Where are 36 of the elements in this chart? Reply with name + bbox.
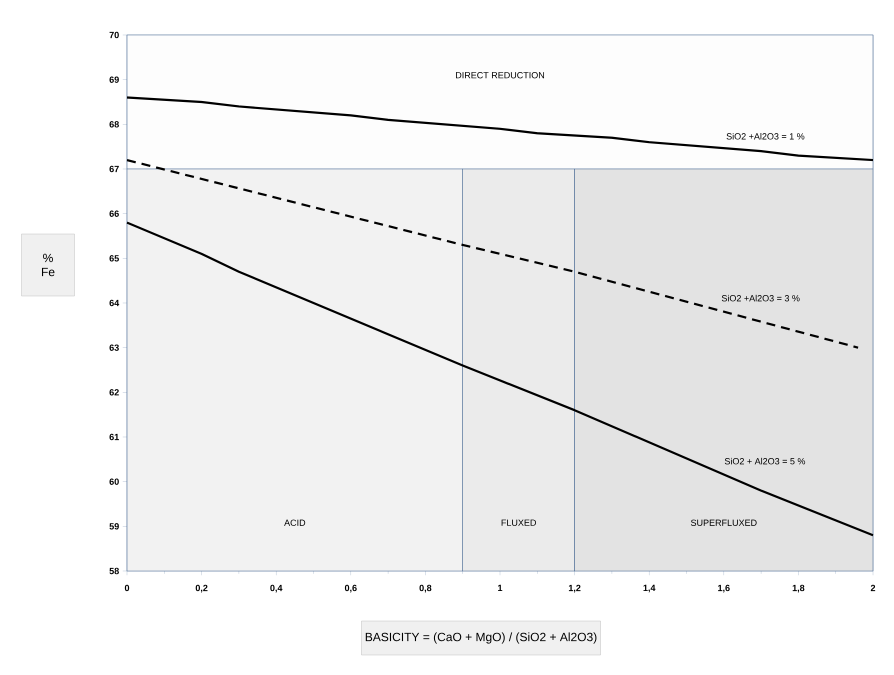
y-tick-label: 70 bbox=[110, 32, 119, 38]
x-tick-label: 1,6 bbox=[718, 584, 730, 592]
y-tick-label: 69 bbox=[110, 76, 119, 83]
band-label: SUPERFLUXED bbox=[690, 520, 757, 526]
series-label: SiO2 +Al2O3 = 1 % bbox=[726, 132, 804, 140]
y-tick-label: 61 bbox=[110, 434, 119, 440]
y-tick-label: 60 bbox=[110, 478, 119, 485]
x-tick-label: 1,2 bbox=[568, 584, 580, 592]
x-tick-label: 0,4 bbox=[270, 584, 282, 592]
x-tick-label: 1,4 bbox=[644, 584, 656, 592]
band-label: ACID bbox=[284, 520, 306, 526]
x-tick-label: 1,8 bbox=[792, 584, 804, 592]
y-axis-title: % Fe bbox=[42, 254, 54, 276]
y-tick-label: 59 bbox=[109, 523, 119, 530]
x-tick-label: 0,2 bbox=[196, 584, 208, 592]
line-series bbox=[126, 221, 874, 536]
series-label: SiO2 + Al2O3 = 5 % bbox=[724, 458, 806, 464]
line-series bbox=[126, 158, 860, 349]
x-tick-label: 0,6 bbox=[344, 584, 357, 592]
line-series bbox=[126, 96, 874, 162]
x-tick-label: 2 bbox=[870, 584, 876, 592]
y-tick-label: 68 bbox=[110, 121, 119, 128]
y-tick-label: 67 bbox=[110, 166, 119, 172]
band-label: DIRECT REDUCTION bbox=[456, 72, 544, 78]
x-tick-label: 0,8 bbox=[420, 584, 432, 592]
y-tick-label: 66 bbox=[110, 210, 119, 217]
x-tick-label: 1 bbox=[498, 584, 502, 591]
y-tick-label: 65 bbox=[110, 255, 119, 262]
x-axis-title: BASICITY = (CaO + MgO) / (SiO2 + Al2O3) bbox=[366, 632, 596, 644]
x-tick-label: 0 bbox=[124, 584, 130, 592]
y-tick-label: 62 bbox=[110, 389, 119, 396]
band-label: FLUXED bbox=[502, 520, 536, 526]
y-tick-label: 63 bbox=[110, 344, 119, 351]
series-label: SiO2 +Al2O3 = 3 % bbox=[722, 294, 800, 302]
y-tick-label: 64 bbox=[110, 300, 120, 306]
y-tick-label: 58 bbox=[109, 568, 119, 574]
